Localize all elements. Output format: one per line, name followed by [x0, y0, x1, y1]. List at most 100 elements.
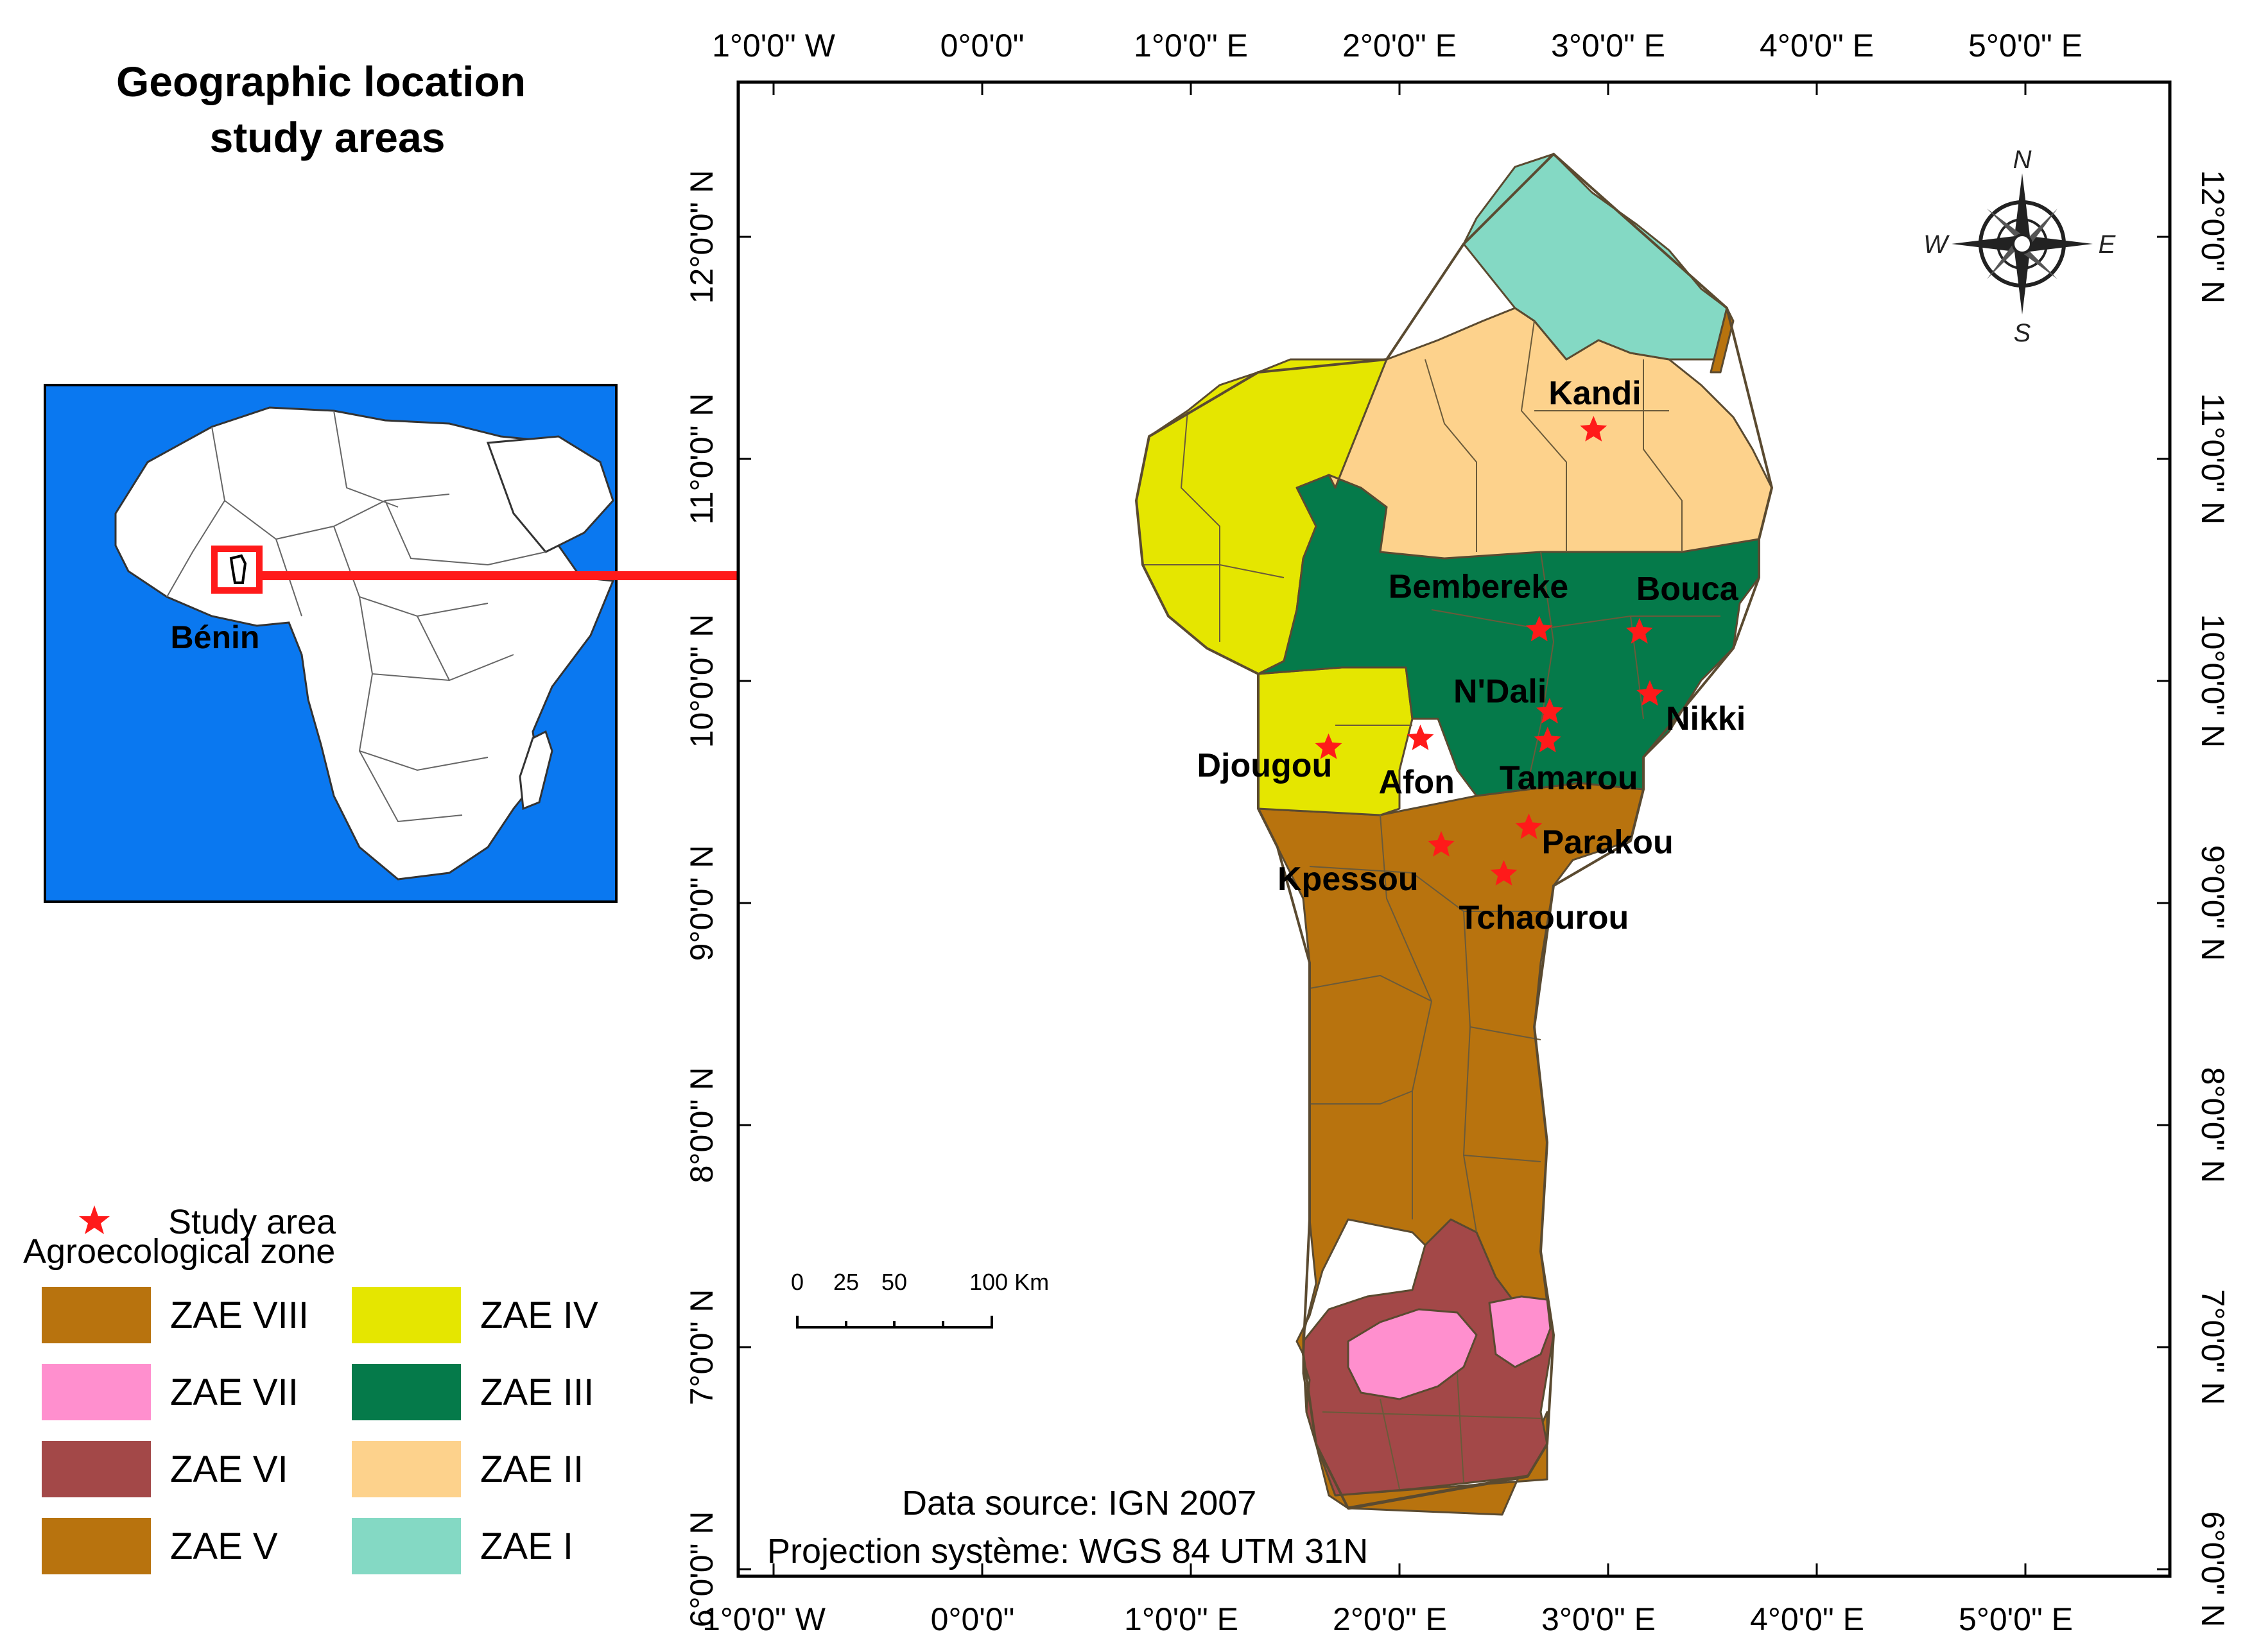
- map-title-line-2: study areas: [210, 114, 446, 161]
- scale-bar-line: [796, 1316, 993, 1329]
- data-source-credit: Data source: IGN 2007: [902, 1484, 1256, 1522]
- lon-label-bottom: 3°0'0" E: [1541, 1601, 1656, 1637]
- study-area-star-kpessou: [1428, 831, 1455, 857]
- lon-label-bottom: 2°0'0" E: [1333, 1601, 1447, 1637]
- commune-borders: [1143, 320, 1720, 1490]
- study-area-star-parakou: [1515, 813, 1543, 839]
- arabian-peninsula-shape: [486, 435, 614, 553]
- study-area-star-kandi: [1580, 416, 1607, 442]
- study-area-star-bouca: [1625, 617, 1653, 644]
- compass-n-label: N: [2013, 146, 2032, 174]
- legend-study-area-label: Study area: [168, 1203, 336, 1241]
- legend-zone-heading: Agroecological zone: [23, 1232, 335, 1271]
- legend-label-zae-v: ZAE V: [170, 1526, 278, 1567]
- place-label-parakou: Parakou: [1542, 823, 1674, 861]
- madagascar-shape: [519, 730, 553, 811]
- lat-label-left: 10°0'0" N: [684, 614, 720, 748]
- africa-inset-map: Bénin: [44, 384, 618, 903]
- coastline-stroke: [1347, 1474, 1529, 1510]
- lon-label-bottom: 0°0'0": [931, 1601, 1015, 1637]
- inset-country-label: Bénin: [171, 619, 260, 655]
- place-label-tamarou: Tamarou: [1500, 759, 1638, 796]
- lon-label-top: 2°0'0" E: [1342, 28, 1457, 64]
- place-label-afon: Afon: [1379, 764, 1455, 801]
- lon-label-bottom: 5°0'0" E: [1959, 1601, 2073, 1637]
- compass-center: [2012, 234, 2032, 254]
- compass-w-label: W: [1923, 230, 1950, 259]
- study-area-star-nikki: [1636, 680, 1663, 706]
- zone-zae-viii: [1257, 782, 1645, 1516]
- study-area-star-tchaourou: [1490, 860, 1518, 886]
- legend-swatch-zae-vii: [42, 1364, 151, 1420]
- lat-label-right: 6°0'0" N: [2195, 1511, 2231, 1628]
- lat-label-left: 9°0'0" N: [684, 845, 720, 961]
- zone-zae-i-east-strip: [1710, 307, 1735, 374]
- scale-tick-50: 50: [881, 1269, 907, 1295]
- lon-label-top: 5°0'0" E: [1968, 28, 2083, 64]
- compass-s-label: S: [2014, 319, 2031, 347]
- lon-label-top: 1°0'0" W: [712, 28, 836, 64]
- scale-bar: 0 25 50 100 Km: [791, 1269, 1049, 1329]
- benin-highlight-box: [211, 546, 263, 594]
- scale-tick-100: 100 Km: [969, 1269, 1049, 1295]
- zone-zae-i: [1462, 153, 1728, 361]
- zone-zae-vii-east: [1488, 1295, 1552, 1368]
- place-label-bembereke: Bembereke: [1389, 568, 1568, 605]
- legend-label-zae-viii: ZAE VIII: [170, 1295, 309, 1336]
- lat-label-left: 12°0'0" N: [684, 170, 720, 304]
- lat-label-right: 10°0'0" N: [2195, 614, 2231, 748]
- lon-label-top: 3°0'0" E: [1551, 28, 1665, 64]
- lat-label-left: 11°0'0" N: [684, 393, 720, 525]
- place-label-tchaourou: Tchaourou: [1459, 899, 1629, 936]
- legend-label-zae-vi: ZAE VI: [170, 1449, 288, 1490]
- legend-label-zae-iii: ZAE III: [480, 1372, 594, 1413]
- projection-credit: Projection système: WGS 84 UTM 31N: [767, 1532, 1368, 1570]
- legend-label-zae-ii: ZAE II: [480, 1449, 584, 1490]
- benin-agroecological-zones: [1135, 153, 1773, 1516]
- benin-inset-shape: [229, 554, 247, 584]
- legend-zone-items: ZAE VIII ZAE IV ZAE VII ZAE III ZAE VI ZAE II…: [42, 1287, 598, 1574]
- map-legend: Study area Agroecological zone ZAE VIII Z…: [23, 1203, 598, 1574]
- legend-swatch-zae-vi: [42, 1441, 151, 1497]
- lat-label-right: 9°0'0" N: [2195, 845, 2231, 961]
- lat-label-right: 12°0'0" N: [2195, 170, 2231, 304]
- north-arrow: N S E W: [1923, 146, 2117, 347]
- lon-label-top: 4°0'0" E: [1760, 28, 1874, 64]
- lon-label-top: 0°0'0": [940, 28, 1025, 64]
- lon-label-top: 1°0'0" E: [1134, 28, 1248, 64]
- graticule-labels: 1°0'0" W 0°0'0" 1°0'0" E 2°0'0" E 3°0'0" E 4°…: [684, 28, 2231, 1637]
- legend-label-zae-iv: ZAE IV: [480, 1295, 598, 1336]
- legend-swatch-zae-iv: [352, 1287, 461, 1343]
- zone-zae-vii-west: [1347, 1308, 1478, 1400]
- lon-label-bottom: 1°0'0" W: [702, 1601, 826, 1637]
- lat-label-left: 7°0'0" N: [684, 1289, 720, 1406]
- legend-swatch-zae-iii: [352, 1364, 461, 1420]
- place-label-kpessou: Kpessou: [1278, 861, 1419, 898]
- lat-label-left: 6°0'0" N: [684, 1511, 720, 1628]
- scale-tick-25: 25: [833, 1269, 859, 1295]
- map-title-line-1: Geographic location: [116, 58, 526, 105]
- lat-label-right: 8°0'0" N: [2195, 1067, 2231, 1183]
- place-label-nikki: Nikki: [1666, 700, 1745, 737]
- legend-star-icon: [79, 1205, 110, 1234]
- lon-label-bottom: 4°0'0" E: [1750, 1601, 1864, 1637]
- legend-swatch-zae-ii: [352, 1441, 461, 1497]
- lat-label-left: 8°0'0" N: [684, 1067, 720, 1183]
- study-area-star-tamarou: [1534, 727, 1561, 753]
- legend-swatch-zae-v: [42, 1518, 151, 1574]
- place-label-djougou: Djougou: [1197, 747, 1333, 784]
- legend-swatch-zae-i: [352, 1518, 461, 1574]
- inset-country-borders: [166, 410, 546, 823]
- study-area-star-ndali: [1536, 698, 1563, 724]
- study-area-star-bembereke: [1525, 615, 1553, 642]
- place-label-ndali: N'Dali: [1453, 673, 1546, 710]
- study-area-star-afon: [1407, 725, 1434, 750]
- place-label-bouca: Bouca: [1636, 571, 1739, 608]
- lat-label-right: 7°0'0" N: [2195, 1289, 2231, 1406]
- place-label-kandi: Kandi: [1548, 375, 1641, 412]
- study-area-star-djougou: [1315, 733, 1342, 759]
- legend-label-zae-i: ZAE I: [480, 1526, 573, 1567]
- scale-tick-0: 0: [791, 1269, 804, 1295]
- legend-label-zae-vii: ZAE VII: [170, 1372, 299, 1413]
